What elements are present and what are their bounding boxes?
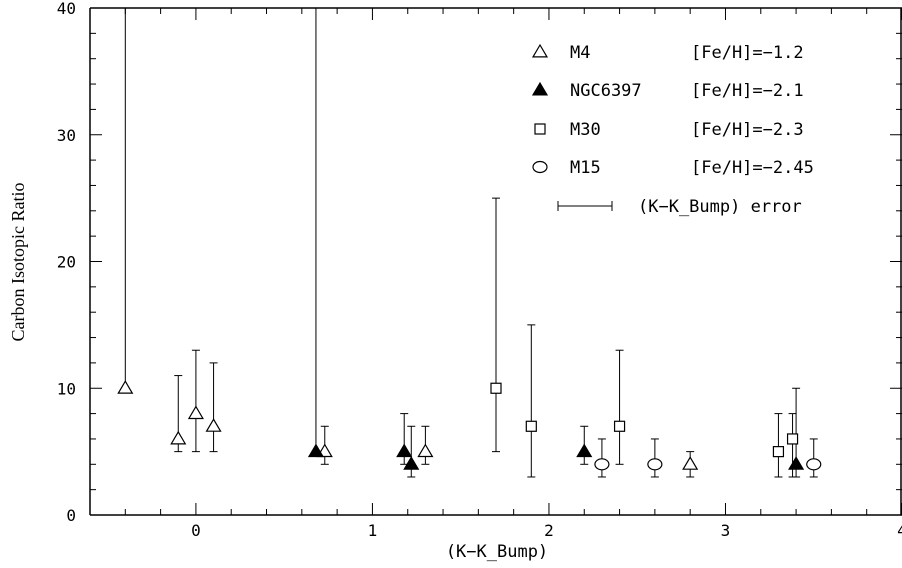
legend-series-name: M4	[570, 43, 590, 63]
x-tick-label: 3	[721, 521, 731, 540]
legend-series-feh: [Fe/H]=−2.45	[691, 158, 814, 178]
data-point	[613, 420, 626, 432]
y-tick-label: 40	[57, 0, 76, 18]
legend-error-label: (K−K_Bump) error	[638, 197, 802, 217]
data-point	[531, 43, 549, 58]
y-tick-label: 0	[66, 506, 76, 525]
data-point	[117, 380, 134, 394]
y-axis-label: Carbon Isotopic Ratio	[8, 183, 28, 342]
data-point	[490, 382, 502, 394]
data-point	[403, 456, 420, 470]
y-tick-label: 30	[57, 126, 76, 145]
data-point	[806, 458, 822, 471]
data-point	[531, 81, 549, 96]
x-tick-label: 1	[368, 521, 378, 540]
legend-series-name: M15	[570, 158, 601, 178]
y-tick-label: 20	[57, 253, 76, 272]
axis-ticks	[89, 7, 902, 516]
x-tick-label: 4	[897, 521, 902, 540]
data-point	[786, 433, 799, 445]
data-point	[396, 443, 413, 458]
data-markers	[117, 380, 822, 471]
data-point	[772, 446, 785, 458]
data-point	[532, 160, 548, 174]
data-point	[788, 456, 805, 470]
x-tick-label: 2	[544, 521, 554, 540]
legend-series-name: M30	[570, 120, 601, 140]
data-point	[594, 458, 610, 471]
data-point	[682, 456, 699, 470]
data-point	[647, 458, 663, 471]
legend-series-feh: [Fe/H]=−2.1	[691, 81, 804, 101]
x-tick-labels: 0 1 2 3 4	[191, 521, 902, 540]
data-point	[534, 123, 546, 135]
data-point	[307, 443, 324, 458]
data-point	[205, 418, 222, 432]
data-point	[576, 443, 593, 458]
legend-series-name: NGC6397	[570, 81, 642, 101]
y-tick-label: 10	[57, 379, 76, 398]
legend-series-feh: [Fe/H]=−2.3	[691, 120, 804, 140]
x-axis-label: (K−K_Bump)	[446, 542, 548, 562]
legend-series-feh: [Fe/H]=−1.2	[691, 43, 804, 63]
data-point	[525, 420, 537, 432]
error-bars	[124, 8, 818, 478]
data-point	[170, 430, 187, 445]
y-tick-labels: 0 10 20 30 40	[57, 0, 76, 525]
data-point	[187, 405, 204, 420]
x-tick-label: 0	[191, 521, 201, 540]
legend: M4 [Fe/H]=−1.2 NGC6397 [Fe/H]=−2.1 M30 [Fe/H]…	[531, 43, 814, 217]
data-point	[417, 443, 434, 458]
